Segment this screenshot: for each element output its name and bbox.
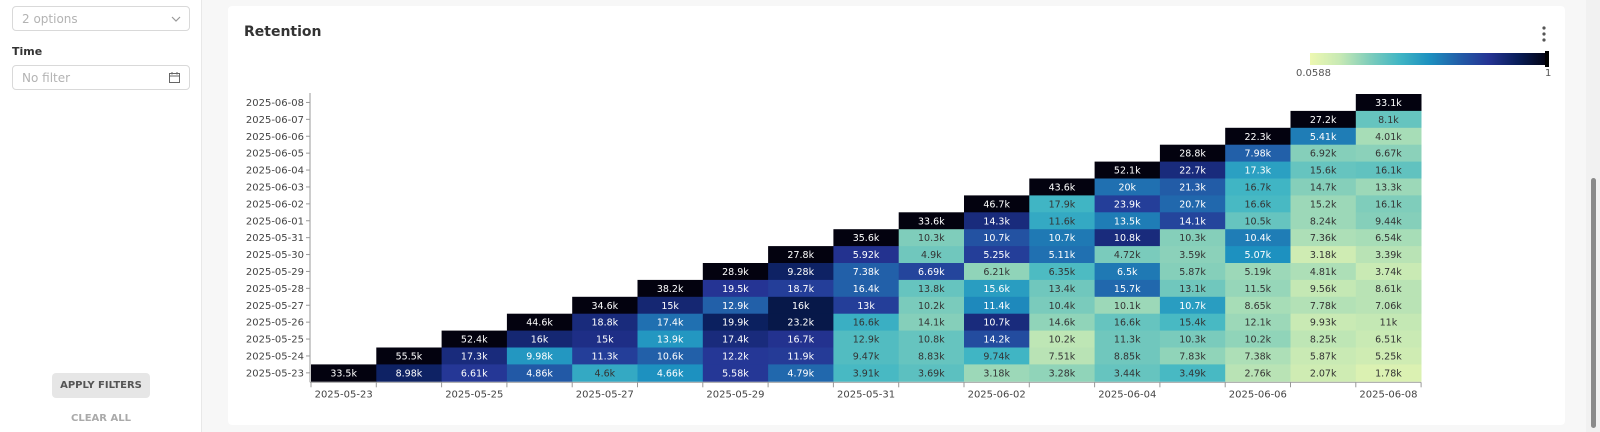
- retention-card: Retention: [228, 6, 1565, 425]
- time-filter-input[interactable]: No filter: [12, 65, 190, 90]
- clear-all-button[interactable]: CLEAR ALL: [71, 413, 131, 424]
- card-title: Retention: [244, 24, 322, 40]
- options-select-placeholder: 2 options: [22, 12, 78, 26]
- options-select[interactable]: 2 options: [12, 6, 190, 31]
- filter-sidebar: 2 options Time No filter APPLY FILTERS C…: [0, 0, 202, 432]
- calendar-icon[interactable]: [169, 72, 180, 83]
- chevron-down-icon: [171, 16, 181, 22]
- apply-filters-button[interactable]: APPLY FILTERS: [52, 373, 150, 398]
- scrollbar-thumb[interactable]: [1591, 178, 1596, 428]
- time-filter-placeholder: No filter: [22, 71, 71, 85]
- time-label: Time: [12, 45, 43, 58]
- more-vertical-icon[interactable]: [1539, 24, 1549, 44]
